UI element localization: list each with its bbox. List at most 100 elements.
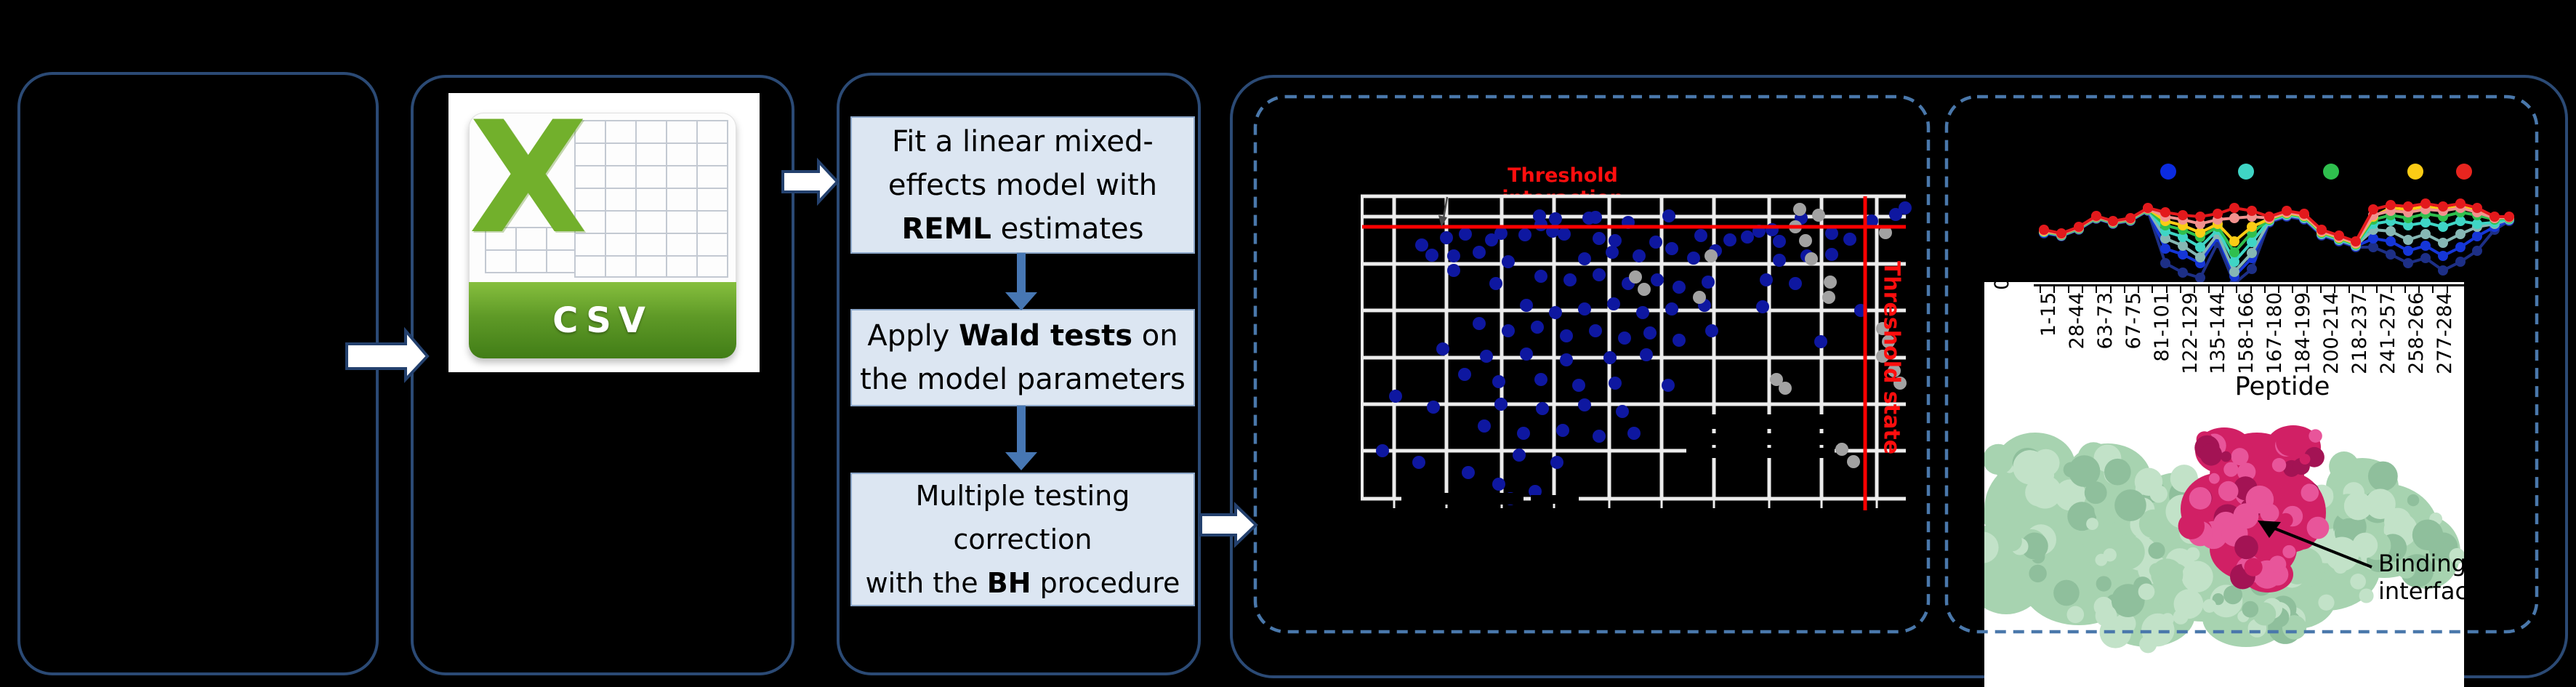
uptake-marker-red [2368,204,2378,214]
protein-bump [2407,494,2420,507]
uptake-marker-blue [2160,244,2170,254]
uptake-marker-teal [2229,267,2239,277]
peptide-axis-tick [2418,286,2420,293]
uptake-marker-blue [2455,242,2466,252]
flow-step-reml: Fit a linear mixed-effects model with REM… [850,116,1195,254]
axis-tick [1768,499,1771,508]
peptide-axis-tick [2207,286,2210,293]
occluded-text-artifact [1401,493,1524,505]
uptake-line-red [2043,201,2509,244]
protein-bump [2029,564,2047,583]
scatter-point-blue-points [1825,227,1838,240]
scatter-point-blue-points [1572,379,1585,392]
uptake-marker-blue [2438,251,2448,261]
peptide-axis-tick [2165,286,2168,293]
gridline-v [1712,196,1716,499]
peptide-axis-tick [2096,286,2098,293]
flow-step-line: effects model with [887,168,1158,202]
uptake-marker-navy [2178,268,2188,278]
arrow-input-to-csv [345,326,430,384]
scatter-point-blue-points [1513,449,1526,462]
arrow-model-to-results [1199,502,1258,548]
protein-bump [1984,576,1989,593]
scatter-point-blue-points [1529,485,1542,498]
peptide-axis-tick [2138,286,2140,293]
scatter-point-gray-points [1793,203,1806,216]
left-spine [1361,196,1364,499]
protein-bump [2109,534,2145,570]
scatter-point-blue-points [1618,332,1631,345]
csv-file-icon: X CSV [469,113,736,358]
scatter-point-blue-points [1825,248,1838,261]
peptide-bump [2234,535,2258,560]
protein-bump [2086,518,2098,531]
flow-step-line: the model parameters [860,363,1186,396]
peptide-bump [2282,545,2296,558]
protein-bump [2149,485,2168,503]
scatter-point-blue-points [1440,231,1453,244]
scatter-point-blue-points [1536,402,1549,415]
scatter-point-blue-points [1427,401,1440,414]
scatter-point-blue-points [1662,209,1675,222]
occluded-text-artifact [1686,448,1835,458]
scatter-point-blue-points [1534,373,1547,386]
annotation-arrowhead-icon [1438,215,1447,227]
uptake-marker-red [2386,200,2396,210]
scatter-point-blue-points [1436,342,1449,355]
flow-step-bh: Multiple testing correction with the BH pr… [850,473,1195,606]
peptide-pink-region [2178,425,2330,592]
protein-bump [2103,548,2117,562]
scatter-point-blue-points [1578,302,1591,316]
uptake-marker-navy [2403,258,2413,268]
peptide-bump [2309,429,2322,443]
peptide-axis-tick [2067,286,2069,293]
uptake-marker-cyan [2455,216,2466,226]
scatter-point-blue-points [1534,270,1547,283]
uptake-marker-blue [2386,236,2396,246]
gridline-h [1362,402,1906,406]
gridline-h [1362,449,1906,453]
peptide-axis-tick [2152,286,2154,293]
uptake-marker-blue [2368,233,2378,244]
scatter-point-blue-points [1609,377,1622,390]
uptake-marker-navy [2195,273,2205,283]
scatter-point-blue-points [1560,353,1573,366]
protein-bump [2350,574,2366,590]
flow-step-line: Fit a linear mixed- [892,124,1154,158]
protein-bump [2365,489,2396,520]
gridline-v [1875,196,1879,499]
uptake-marker-red [2264,212,2274,222]
scatter-point-gray-points [1893,377,1907,390]
gridline-v [1659,196,1664,499]
uptake-marker-blue [2178,249,2188,260]
scatter-point-blue-points [1458,368,1471,381]
protein-bump [2396,560,2416,579]
peptide-protein-panel: 0.0 1-1528-4463-7367-7581-101122-129135-… [1984,282,2464,687]
peptide-axis-tick [2390,286,2392,293]
scatter-point-blue-points [1489,277,1502,290]
uptake-marker-cyan [2178,232,2188,242]
protein-bump [2099,616,2132,648]
uptake-marker-red [2108,216,2118,226]
gridline-v [1767,196,1771,499]
protein-bump [2329,451,2359,482]
scatter-point-blue-points [1843,233,1856,246]
protein-bump [2202,599,2217,613]
protein-bump [2053,579,2080,606]
uptake-marker-red [2056,228,2066,238]
scatter-point-gray-points [1822,291,1835,304]
uptake-marker-red [2420,198,2431,209]
uptake-marker-teal [2420,229,2431,239]
peptide-axis-tick [2123,286,2125,293]
legend-dot-icon [2238,164,2254,180]
uptake-marker-red [2455,198,2466,209]
protein-bump [1984,502,2010,531]
scatter-point-blue-points [1415,238,1428,252]
uptake-marker-salmon [2195,219,2205,229]
scatter-point-blue-points [1760,273,1773,286]
flow-step-wald: Apply Wald tests on the model parameters [850,309,1195,406]
peptide-axis-tick [2236,286,2238,293]
uptake-marker-red [2438,201,2448,212]
scatter-point-blue-points [1773,254,1786,267]
scatter-point-gray-points [1693,291,1706,304]
